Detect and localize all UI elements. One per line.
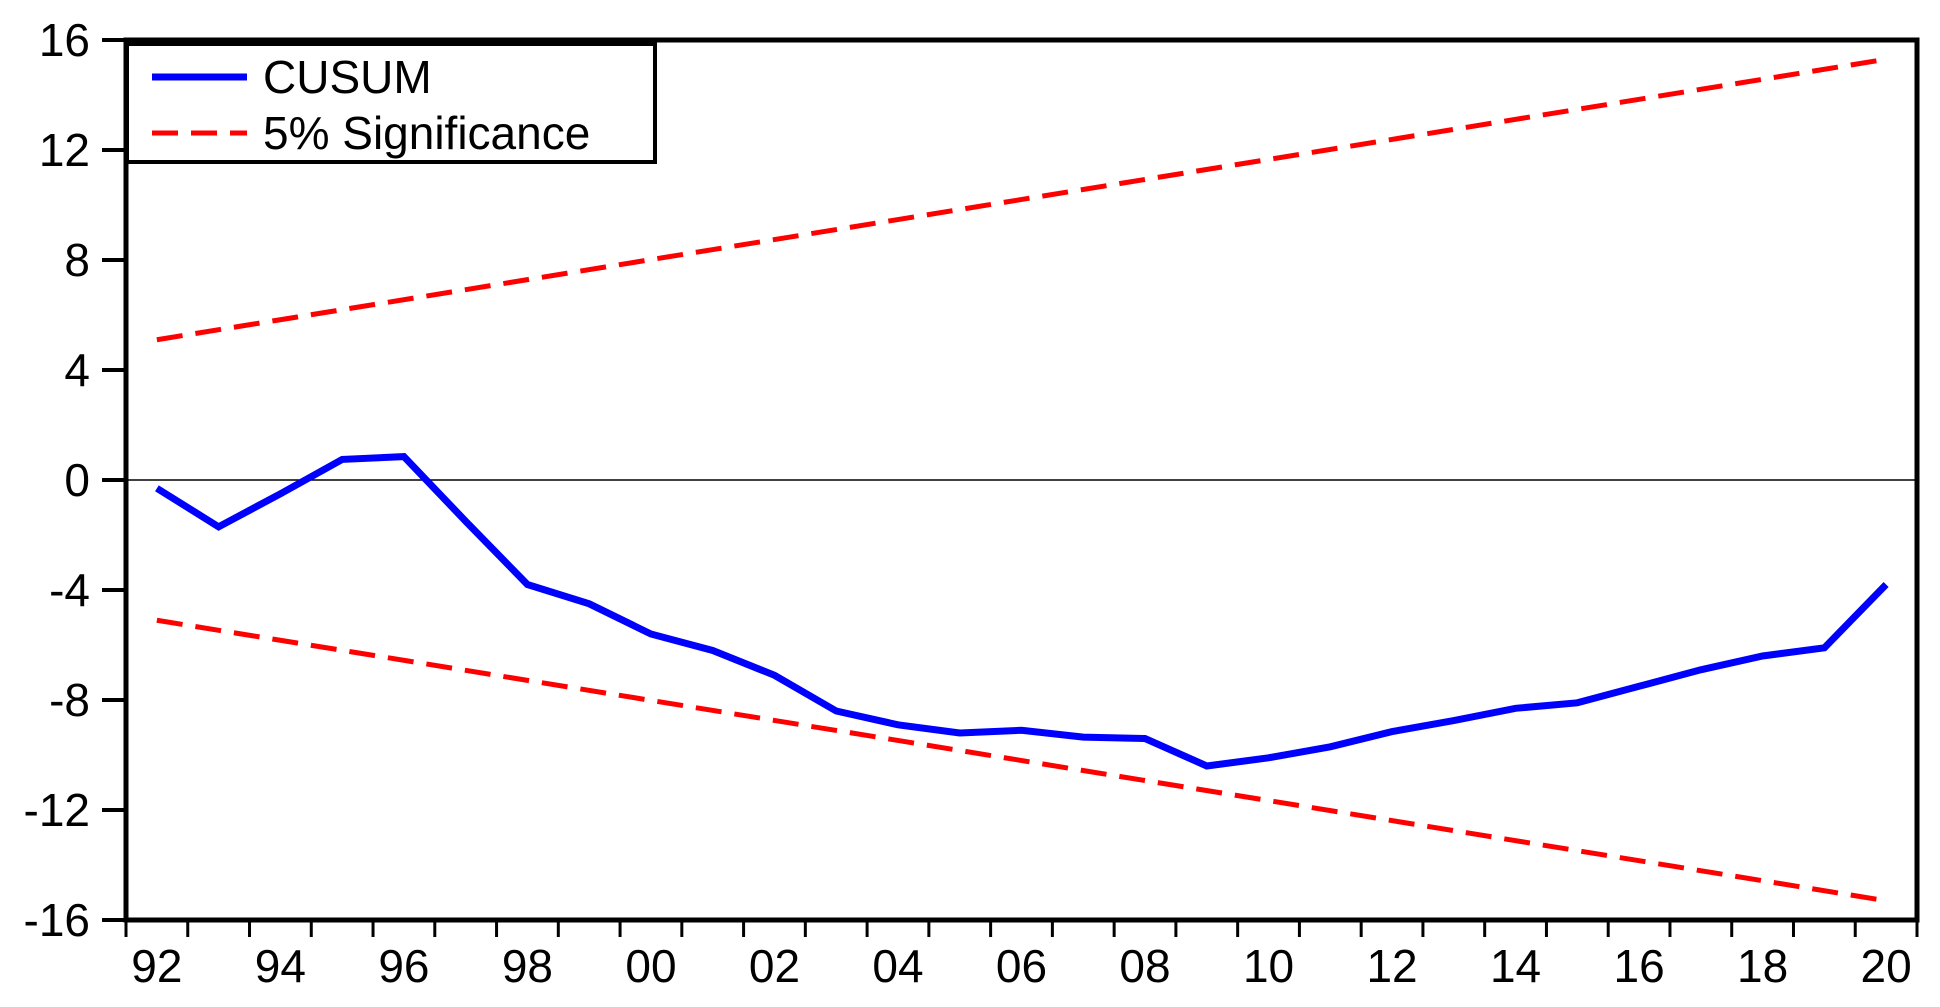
legend-significance-label: 5% Significance bbox=[263, 107, 590, 159]
x-tick-label: 96 bbox=[378, 940, 429, 992]
x-tick-label: 10 bbox=[1243, 940, 1294, 992]
x-tick-label: 06 bbox=[996, 940, 1047, 992]
legend-cusum-label: CUSUM bbox=[263, 51, 432, 103]
x-tick-label: 14 bbox=[1490, 940, 1541, 992]
x-tick-label: 20 bbox=[1861, 940, 1912, 992]
y-tick-label: 8 bbox=[64, 234, 90, 286]
plot-frame bbox=[123, 37, 1920, 923]
x-tick-label: 02 bbox=[749, 940, 800, 992]
y-tick-label: -16 bbox=[24, 894, 90, 946]
y-tick-label: 12 bbox=[39, 124, 90, 176]
cusum-series-line bbox=[155, 453, 1889, 770]
significance-bound-lines bbox=[156, 56, 1887, 904]
x-tick-label: 00 bbox=[625, 940, 676, 992]
y-tick-label: 4 bbox=[64, 344, 90, 396]
x-tick-label: 94 bbox=[255, 940, 306, 992]
y-tick-label: 16 bbox=[39, 14, 90, 66]
y-tick-label: -4 bbox=[49, 564, 90, 616]
lower-significance-bound bbox=[156, 617, 1887, 904]
x-tick-label: 98 bbox=[502, 940, 553, 992]
y-tick-label: -8 bbox=[49, 674, 90, 726]
y-tick-label: 0 bbox=[64, 454, 90, 506]
x-tick-label: 04 bbox=[872, 940, 923, 992]
x-tick-label: 92 bbox=[131, 940, 182, 992]
x-tick-label: 12 bbox=[1366, 940, 1417, 992]
legend-box bbox=[125, 42, 657, 164]
x-tick-label: 16 bbox=[1614, 940, 1665, 992]
y-axis-tick-labels: 16 12 8 4 0 -4 -8 -12 -16 bbox=[24, 14, 90, 946]
legend: CUSUM 5% Significance bbox=[125, 42, 657, 164]
x-tick-label: 08 bbox=[1119, 940, 1170, 992]
y-tick-label: -12 bbox=[24, 784, 90, 836]
x-axis-tick-labels: 92 94 96 98 00 02 04 06 08 10 12 14 16 18 20 bbox=[131, 940, 1911, 992]
x-axis-ticks bbox=[124, 920, 1919, 937]
x-tick-label: 18 bbox=[1737, 940, 1788, 992]
upper-significance-bound bbox=[156, 56, 1887, 343]
y-axis-ticks bbox=[102, 38, 126, 922]
cusum-line bbox=[155, 453, 1889, 770]
